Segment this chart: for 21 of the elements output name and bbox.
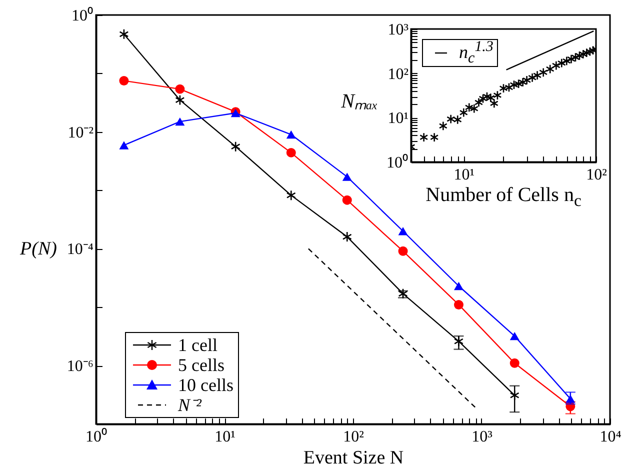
y-tick-label: 10⁻⁶ — [66, 358, 94, 376]
y-tick-label: 10³ — [388, 22, 409, 38]
y-tick-label: 10² — [388, 66, 409, 83]
legend-label: 1 cell — [178, 335, 218, 355]
y-tick-label: 10⁻⁴ — [66, 241, 94, 258]
legend-label: N⁻² — [178, 395, 202, 415]
legend-label: 10 cells — [178, 375, 234, 395]
x-tick-label: 10³ — [472, 428, 493, 446]
x-axis-title: Number of Cells n$_{c}$ — [426, 184, 582, 211]
x-axis-title: Event Size N — [303, 448, 404, 468]
y-tick-label: 10⁻² — [68, 124, 94, 142]
y-axis-title: P(N) — [19, 238, 57, 260]
y-tick-label: 10⁰ — [386, 154, 408, 172]
x-tick-label: 10⁰ — [86, 428, 108, 446]
y-axis-title: Nₘₐₓ — [340, 90, 378, 112]
x-tick-label: 10² — [343, 428, 364, 446]
y-tick-label: 10⁰ — [72, 6, 94, 24]
y-tick-label: 10¹ — [388, 110, 409, 128]
x-tick-label: 10⁴ — [600, 428, 622, 446]
legend-label: 5 cells — [178, 355, 224, 375]
x-tick-label: 10¹ — [214, 428, 236, 446]
